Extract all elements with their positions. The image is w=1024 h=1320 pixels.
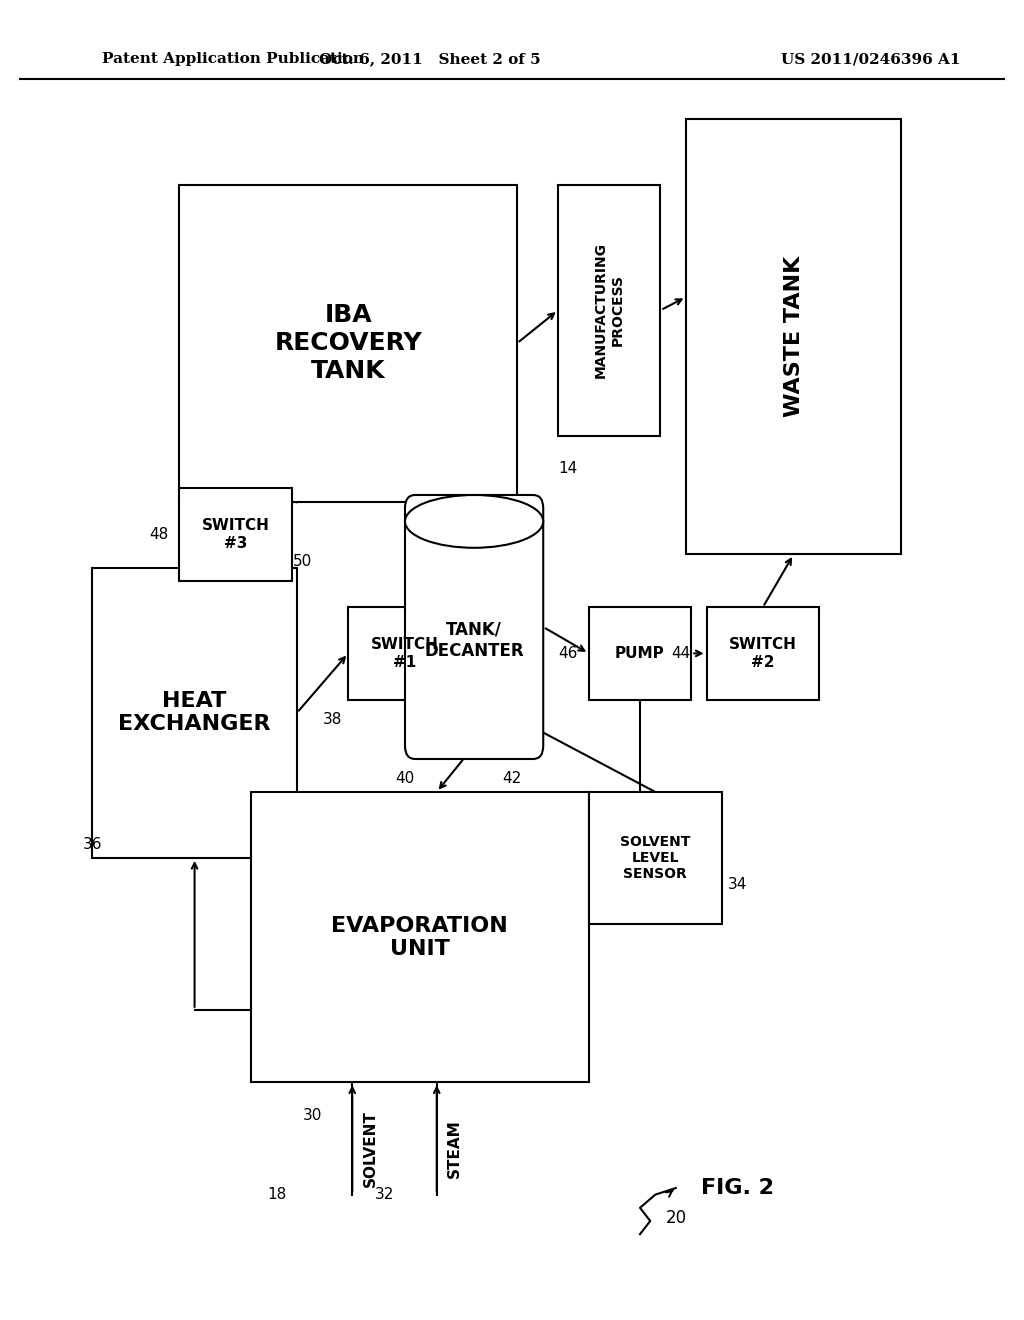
FancyBboxPatch shape bbox=[179, 488, 292, 581]
Text: 50: 50 bbox=[293, 553, 311, 569]
Text: SWITCH
#2: SWITCH #2 bbox=[729, 638, 797, 669]
Text: 34: 34 bbox=[728, 876, 746, 892]
Text: EVAPORATION
UNIT: EVAPORATION UNIT bbox=[332, 916, 508, 958]
Text: US 2011/0246396 A1: US 2011/0246396 A1 bbox=[780, 53, 961, 66]
FancyBboxPatch shape bbox=[589, 792, 722, 924]
Text: 30: 30 bbox=[303, 1107, 322, 1123]
Ellipse shape bbox=[406, 495, 543, 548]
Text: TANK/
DECANTER: TANK/ DECANTER bbox=[424, 620, 524, 660]
Text: IBA
RECOVERY
TANK: IBA RECOVERY TANK bbox=[274, 304, 422, 383]
Text: PUMP: PUMP bbox=[615, 645, 665, 661]
Text: 32: 32 bbox=[375, 1187, 393, 1203]
FancyBboxPatch shape bbox=[707, 607, 819, 700]
Text: SWITCH
#3: SWITCH #3 bbox=[202, 519, 269, 550]
Text: 18: 18 bbox=[267, 1187, 286, 1203]
Text: HEAT
EXCHANGER: HEAT EXCHANGER bbox=[119, 692, 270, 734]
FancyBboxPatch shape bbox=[92, 568, 297, 858]
FancyBboxPatch shape bbox=[251, 792, 589, 1082]
Text: FIG. 2: FIG. 2 bbox=[700, 1177, 774, 1199]
Text: 44: 44 bbox=[672, 645, 690, 661]
Text: SOLVENT
LEVEL
SENSOR: SOLVENT LEVEL SENSOR bbox=[621, 834, 690, 882]
Text: 38: 38 bbox=[324, 711, 342, 727]
Text: Patent Application Publication: Patent Application Publication bbox=[102, 53, 365, 66]
Text: 46: 46 bbox=[559, 645, 578, 661]
Text: 14: 14 bbox=[559, 461, 578, 477]
Text: Oct. 6, 2011   Sheet 2 of 5: Oct. 6, 2011 Sheet 2 of 5 bbox=[319, 53, 541, 66]
FancyBboxPatch shape bbox=[589, 607, 691, 700]
Text: 40: 40 bbox=[395, 771, 414, 787]
Text: 42: 42 bbox=[503, 771, 521, 787]
Text: MANUFACTURING
PROCESS: MANUFACTURING PROCESS bbox=[594, 242, 625, 379]
Text: 20: 20 bbox=[666, 1209, 686, 1228]
Text: SWITCH
#1: SWITCH #1 bbox=[371, 638, 438, 669]
FancyBboxPatch shape bbox=[348, 607, 461, 700]
Text: SOLVENT: SOLVENT bbox=[362, 1110, 378, 1187]
FancyBboxPatch shape bbox=[179, 185, 517, 502]
Text: STEAM: STEAM bbox=[446, 1119, 462, 1177]
FancyBboxPatch shape bbox=[558, 185, 660, 436]
FancyBboxPatch shape bbox=[686, 119, 901, 554]
Text: 36: 36 bbox=[82, 837, 102, 853]
FancyBboxPatch shape bbox=[406, 495, 543, 759]
Text: 48: 48 bbox=[150, 527, 168, 543]
Text: WASTE TANK: WASTE TANK bbox=[783, 256, 804, 417]
